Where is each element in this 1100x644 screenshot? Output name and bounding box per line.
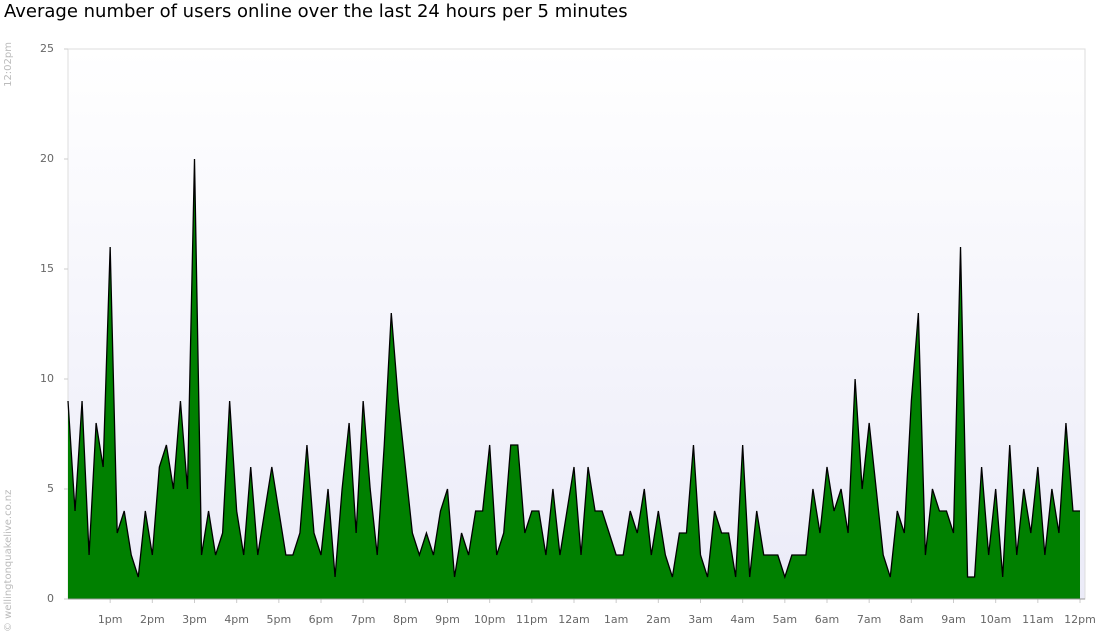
x-tick-label: 6pm (309, 613, 334, 626)
x-tick-label: 8am (899, 613, 923, 626)
x-tick-label: 4am (730, 613, 754, 626)
y-tick-label: 15 (40, 262, 54, 275)
x-tick-label: 12pm (1064, 613, 1096, 626)
x-tick-label: 7pm (351, 613, 376, 626)
x-tick-label: 8pm (393, 613, 418, 626)
x-tick-label: 1pm (98, 613, 123, 626)
y-tick-label: 20 (40, 152, 54, 165)
x-tick-label: 7am (857, 613, 881, 626)
x-tick-label: 3am (688, 613, 712, 626)
x-tick-label: 11am (1022, 613, 1053, 626)
y-tick-label: 25 (40, 42, 54, 55)
y-tick-label: 10 (40, 372, 54, 385)
x-tick-label: 11pm (516, 613, 548, 626)
x-tick-label: 12am (558, 613, 589, 626)
x-tick-label: 1am (604, 613, 628, 626)
credit: © wellingtonquakelive.co.nz (3, 490, 14, 632)
y-tick-label: 0 (47, 592, 54, 605)
x-tick-label: 3pm (182, 613, 207, 626)
area (68, 159, 1080, 599)
line (67, 158, 1080, 580)
x-tick-label: 9am (941, 613, 965, 626)
x-tick-label: 5am (773, 613, 797, 626)
x-tick-label: 2am (646, 613, 670, 626)
y-tick-label: 5 (47, 482, 54, 495)
x-tick-label: 9pm (435, 613, 460, 626)
x-tick-label: 10pm (474, 613, 506, 626)
x-tick-label: 4pm (224, 613, 249, 626)
timestamp: 12:02pm (3, 42, 14, 87)
x-tick-label: 2pm (140, 613, 165, 626)
x-tick-label: 5pm (266, 613, 291, 626)
x-tick-label: 6am (815, 613, 839, 626)
chart-title: Average number of users online over the … (4, 1, 628, 22)
x-tick-label: 10am (980, 613, 1011, 626)
